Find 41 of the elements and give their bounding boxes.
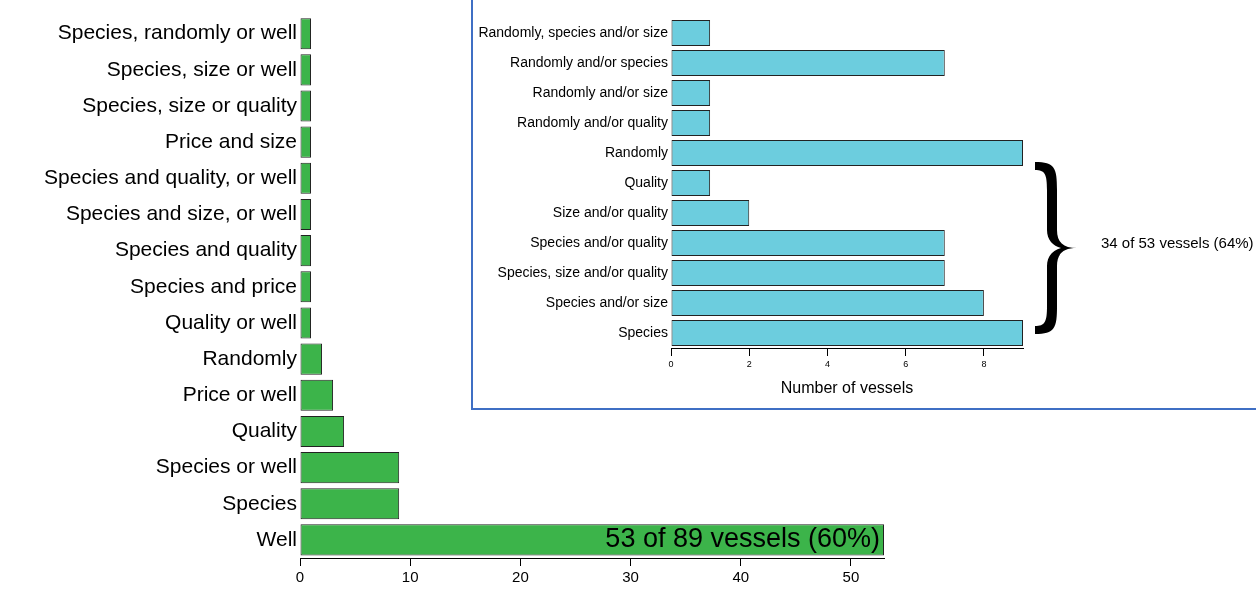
y-tick-label: Species (222, 490, 297, 514)
y-tick-label: Species, size or quality (82, 92, 298, 116)
y-tick-label: Species, randomly or well (57, 20, 297, 44)
x-axis-title: Number of vessels (780, 378, 914, 396)
y-tick-label: Species, size and/or quality (497, 263, 668, 280)
x-tick-label: 20 (512, 568, 529, 586)
y-tick-label: Well (256, 526, 297, 550)
y-tick-label: Quality (231, 418, 298, 442)
y-tick-label: Randomly and/or quality (517, 113, 668, 130)
y-tick-label: Randomly, species and/or size (478, 23, 669, 40)
y-tick-label: Species and quality, or well (44, 165, 297, 189)
y-tick-label: Species and/or size (545, 293, 669, 310)
y-tick-label: Quality (624, 173, 668, 190)
y-tick-label: Species, size or well (106, 56, 297, 80)
x-tick-label: 2 (746, 358, 752, 369)
y-tick-label: Randomly (604, 143, 668, 160)
y-tick-label: Species and quality (114, 237, 298, 261)
x-tick-label: 4 (824, 358, 830, 369)
y-tick-label: Price and size (165, 128, 297, 152)
y-tick-label: Species and price (130, 273, 297, 297)
y-tick-label: Species and/or quality (530, 233, 668, 250)
x-tick-label: 6 (903, 358, 909, 369)
text: 34 of 53 vessels (64%) (1101, 234, 1254, 251)
y-tick-label: Randomly and/or species (510, 53, 668, 70)
x-tick-label: 8 (981, 358, 987, 369)
y-tick-label: Species or well (155, 454, 297, 478)
y-tick-label: Size and/or quality (552, 203, 668, 220)
inset-frame: Number of vessels 0 2 4 6 8 Randomly, species and/or size Randomly and/or species Randomly and/or size Randomly and/or quality Randomly Quality Size and/or quality Species and/or quality Species, size and/or quality Species and/or size Species 34 of 53 vessels (64%) (471, 0, 1256, 410)
x-tick-label: 0 (668, 358, 674, 369)
y-tick-label: Price or well (182, 382, 297, 406)
annotation: 53 of 89 vessels (60%) (605, 523, 880, 554)
y-tick-label: Randomly (202, 345, 298, 369)
y-tick-label: Species (618, 323, 668, 340)
x-tick-label: 40 (732, 568, 750, 586)
x-tick-label: 50 (842, 568, 860, 586)
y-tick-label: Species and size, or well (65, 201, 297, 225)
x-tick-label: 0 (295, 568, 305, 586)
y-tick-label: Randomly and/or size (532, 83, 669, 100)
x-tick-label: 10 (401, 568, 419, 586)
x-tick-label: 30 (622, 568, 639, 586)
y-tick-label: Quality or well (165, 309, 297, 333)
